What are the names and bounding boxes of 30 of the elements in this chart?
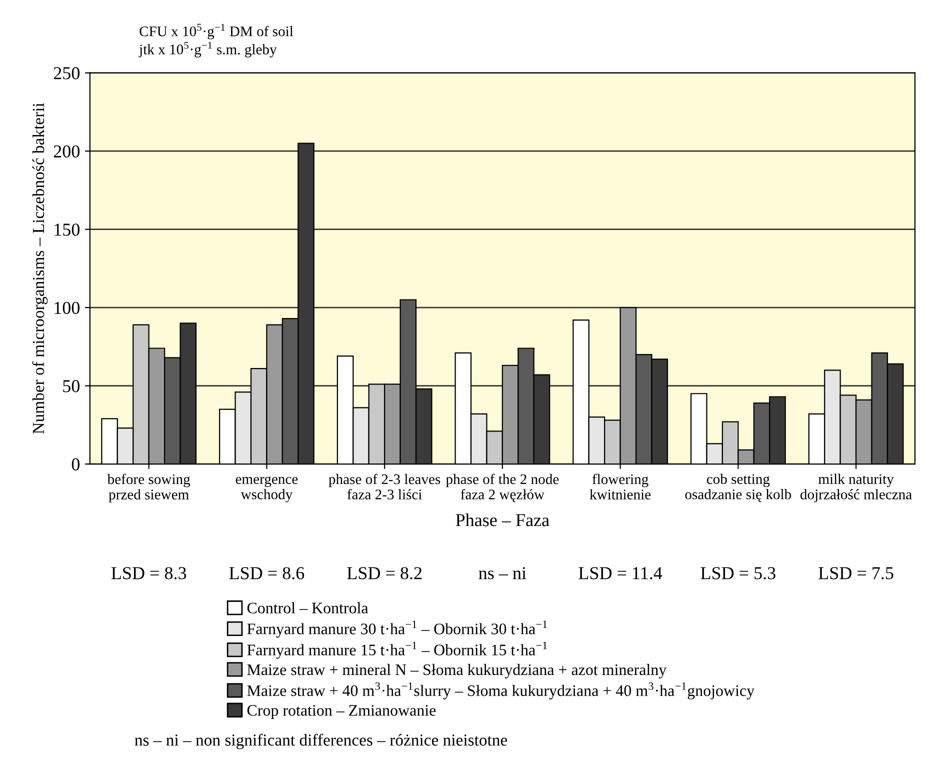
text: ns – ni – non significant differences – różnice nieistotne xyxy=(134,734,508,750)
x-tick-label: flowering kwitnienie xyxy=(590,474,651,500)
y-axis-title: Number of microorganisms – Liczebność bakterii xyxy=(32,102,48,434)
text: ns – ni xyxy=(478,567,526,580)
x-tick-label: emergence wschody xyxy=(236,476,298,502)
chart-title: CFU x 10$^{5}$·g$^{−1}$ DM of soil jtk x 10$^{5}$·g$^{−1}$ s.m. gleby xyxy=(138,24,294,58)
legend-label: Control – Kontrola xyxy=(247,602,368,614)
x-tick-label: milk naturity dojrzałość mleczna xyxy=(800,474,912,502)
text: Maize straw + 40 m$^{3}$·ha$^{−1}$slurry – Słoma kukurydziana + 40 m$^{3}$·ha$^{−1}$gnojowicy xyxy=(247,682,754,700)
x-axis-title: Phase – Faza xyxy=(456,514,550,526)
x-tick-label: phase of the 2 node faza 2 węzłów xyxy=(446,474,559,502)
text: LSD = 8.6 xyxy=(229,567,304,580)
y-tick-label: 0 xyxy=(72,458,80,470)
y-tick-label: 250 xyxy=(54,67,80,80)
legend-label: Maize straw + mineral N – Słoma kukurydziana + azot mineralny xyxy=(247,664,667,678)
legend-label: Farnyard manure 30 t·ha$^{−1}$ – Obornik 30 t·ha$^{−1}$ xyxy=(247,620,547,638)
y-tick-label: 150 xyxy=(54,224,80,236)
legend-label: Crop rotation – Zmianowanie xyxy=(247,705,436,720)
y-tick-label: 100 xyxy=(54,302,80,314)
text: LSD = 5.3 xyxy=(700,567,776,580)
legend-label: Farnyard manure 15 t·ha$^{−1}$ – Obornik 15 t·ha$^{−1}$ xyxy=(247,642,547,659)
y-tick-label: 50 xyxy=(63,380,80,392)
text: LSD = 7.5 xyxy=(818,567,894,580)
x-tick-label: before sowing przed siewem xyxy=(107,474,190,502)
text: LSD = 8.3 xyxy=(111,567,186,580)
x-tick-label: cob setting osadzanie się kolb xyxy=(685,474,792,502)
text: LSD = 11.4 xyxy=(578,567,662,580)
text: LSD = 8.2 xyxy=(347,567,422,580)
y-tick-label: 200 xyxy=(54,145,80,158)
x-tick-label: phase of 2-3 leaves faza 2-3 liści xyxy=(328,474,440,500)
